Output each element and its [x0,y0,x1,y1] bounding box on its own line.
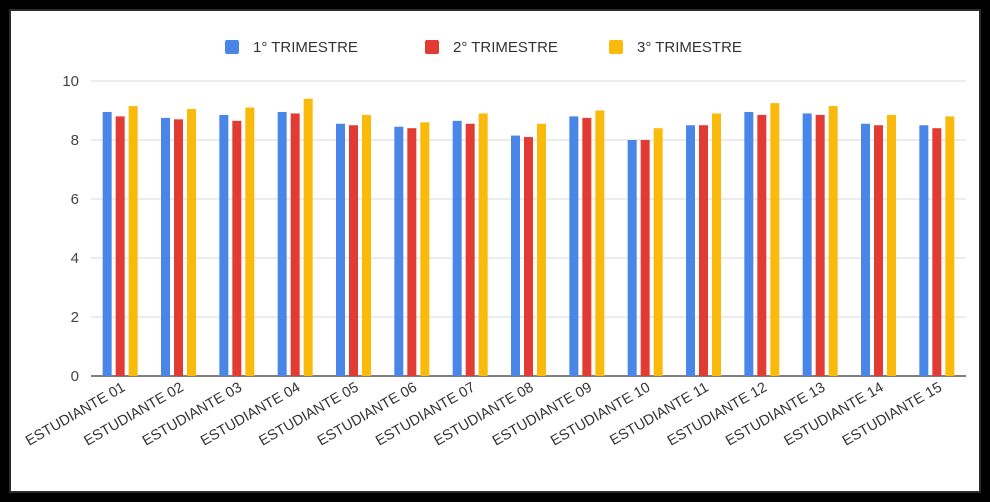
bar [420,122,430,376]
x-tick-label: ESTUDIANTE 10 [548,380,653,450]
x-tick-label: ESTUDIANTE 09 [490,380,595,450]
bar [744,111,754,376]
bar [757,114,767,377]
bar [303,98,313,376]
legend-label: 3° TRIMESTRE [637,39,742,56]
bar [394,126,404,376]
bar [187,109,196,377]
x-tick-label: ESTUDIANTE 06 [315,380,420,450]
x-tick-label: ESTUDIANTE 05 [257,380,362,450]
bar [802,113,812,376]
legend-label: 1° TRIMESTRE [253,39,358,56]
bar [336,123,345,377]
bar [102,111,112,376]
x-tick-label: ESTUDIANTE 07 [373,380,478,450]
x-tick-label: ESTUDIANTE 12 [665,380,770,450]
bar [128,106,138,376]
bar [277,111,287,376]
bar [699,125,708,376]
y-tick-label: 0 [71,368,79,385]
bar [174,119,183,376]
x-tick-label: ESTUDIANTE 02 [82,380,187,450]
bar [712,113,721,376]
bar [919,125,929,376]
bar [770,103,780,376]
bar [861,123,870,377]
bar [815,114,825,377]
bar [653,128,663,376]
x-tick-label: ESTUDIANTE 03 [140,380,245,450]
bar [478,113,488,376]
x-tick-label: ESTUDIANTE 13 [723,380,828,450]
bar [874,125,883,376]
x-tick-label: ESTUDIANTE 11 [607,380,711,449]
legend-swatch [225,40,239,54]
x-tick-label: ESTUDIANTE 14 [782,380,887,450]
bar [595,110,605,376]
legend-label: 2° TRIMESTRE [453,39,558,56]
bar [115,116,125,377]
y-tick-label: 2 [71,309,79,326]
y-tick-label: 8 [71,132,79,149]
bar [524,137,533,376]
bar [290,113,300,376]
y-tick-label: 6 [71,191,79,208]
bar [945,116,955,377]
bar [349,125,358,376]
bar [627,140,637,376]
x-tick-label: ESTUDIANTE 08 [432,380,537,450]
bar [887,114,896,377]
bar [362,114,371,377]
bar [640,140,650,376]
bar [232,120,242,376]
bar [686,125,695,376]
bar [569,116,579,377]
bar [511,135,520,376]
bar [932,128,942,376]
bar [219,114,229,377]
bar [582,117,592,376]
x-tick-label: ESTUDIANTE 15 [840,380,945,450]
legend-swatch [425,40,439,54]
bar [465,123,475,377]
y-tick-label: 10 [62,73,79,90]
chart-frame: 0 2 4 6 8 10 ESTUDIANTE 01 ESTUDIANTE 02 ESTUDIA… [9,9,981,493]
legend-swatch [609,40,623,54]
x-tick-label: ESTUDIANTE 04 [198,380,303,450]
x-tick-label: ESTUDIANTE 01 [23,380,128,450]
bar [407,128,417,376]
bar [828,106,838,376]
bar [245,107,255,377]
bar [537,123,546,377]
bar [161,117,170,376]
bar [452,120,462,376]
y-tick-label: 4 [71,250,79,267]
